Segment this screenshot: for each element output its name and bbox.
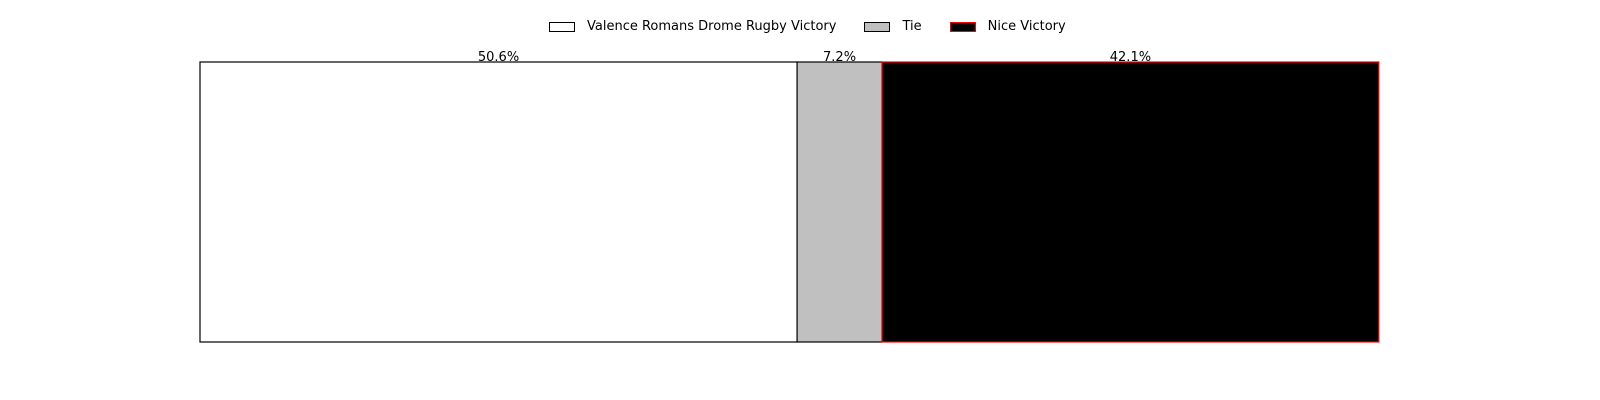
legend-item-tie: Tie [864,19,922,34]
legend-label-valence: Valence Romans Drome Rugby Victory [587,19,837,34]
bar-segment-1 [796,61,883,343]
legend-label-nice: Nice Victory [987,19,1066,34]
bar-segment-2 [881,61,1380,343]
legend-item-valence: Valence Romans Drome Rugby Victory [549,19,836,34]
bar-segment-0 [199,61,798,343]
legend-swatch-valence [549,21,575,32]
legend-swatch-nice [949,21,976,32]
legend-label-tie: Tie [902,19,922,34]
data-label-2: 42.1% [1110,50,1151,65]
data-label-1: 7.2% [823,50,856,65]
data-label-0: 50.6% [478,50,519,65]
data-labels: 50.6% 7.2% 42.1% [478,50,1151,65]
legend-swatch-tie [864,21,891,32]
legend: Valence Romans Drome Rugby Victory Tie N… [549,19,1066,34]
legend-item-nice: Nice Victory [949,19,1066,34]
bar-segments [199,61,1380,343]
